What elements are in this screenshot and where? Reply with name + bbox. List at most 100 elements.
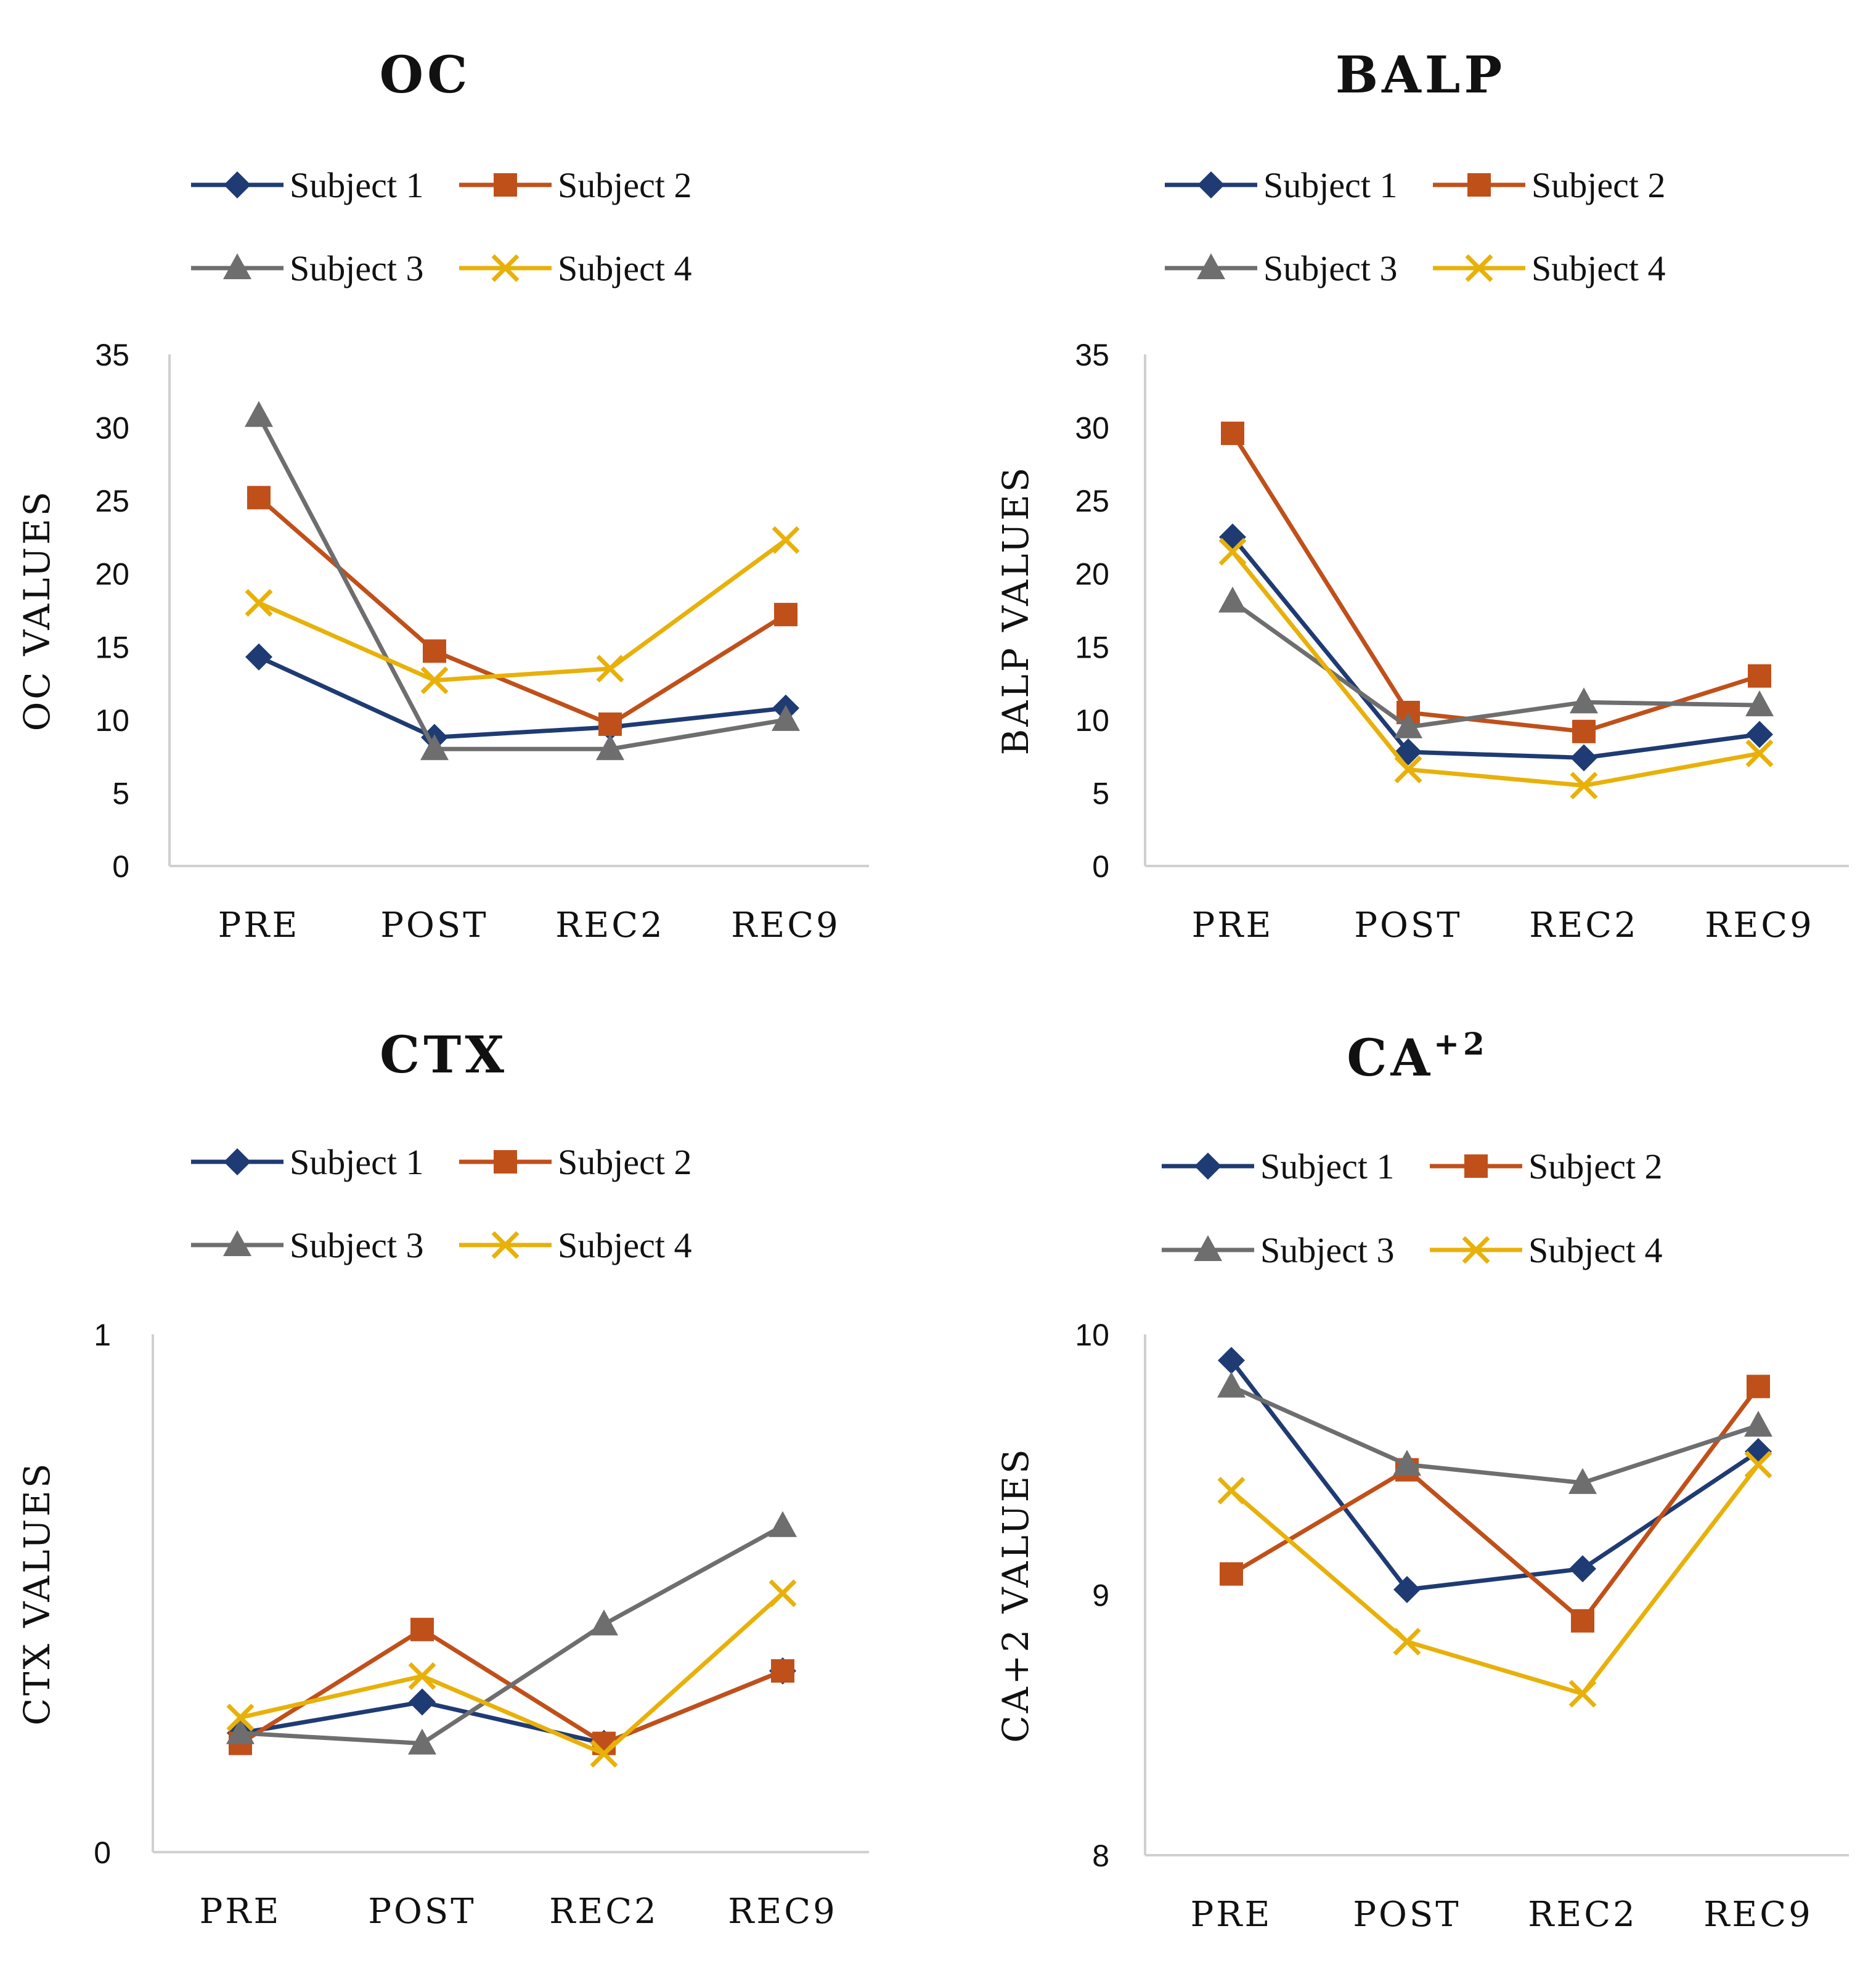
oc-point-subject-4-rec2 — [596, 655, 624, 683]
ctx-legend-label-subject-3: Subject 3 — [290, 1225, 423, 1265]
ctx-y-tick-0: 0 — [94, 1835, 111, 1870]
balp-legend-label-subject-1: Subject 1 — [1263, 165, 1397, 205]
ca-point-subject-2-pre — [1220, 1562, 1243, 1586]
ca-line-subject-1 — [1230, 1359, 1760, 1592]
ctx-point-subject-4-pre — [226, 1704, 255, 1732]
balp-point-subject-3-rec2 — [1570, 687, 1598, 714]
oc-legend-marker-subject-1 — [224, 171, 251, 198]
ctx-point-subject-3-post — [408, 1728, 436, 1755]
balp-legend-marker-subject-2 — [1467, 173, 1491, 197]
ca-title-superscript: +2 — [1434, 1026, 1488, 1062]
ctx-legend-marker-subject-4 — [491, 1231, 520, 1259]
oc-point-subject-4-rec9 — [772, 526, 800, 554]
oc-point-subject-3-pre — [245, 401, 273, 427]
ctx-legend-marker-subject-3 — [223, 1230, 251, 1256]
oc-legend-marker-subject-2 — [494, 173, 517, 197]
oc-point-subject-3-post — [420, 734, 449, 761]
oc-series-subject-4 — [245, 526, 800, 695]
chart-ctx: CTX Subject 1 Subject 2 Subject 3 Subject 4 0… — [16, 1026, 869, 1932]
ctx-point-subject-4-rec2 — [590, 1739, 618, 1768]
oc-legend-label-subject-4: Subject 4 — [558, 248, 691, 288]
balp-point-subject-4-rec2 — [1570, 772, 1598, 800]
oc-series-subject-2 — [247, 486, 797, 736]
ctx-legend: Subject 1 Subject 2 Subject 3 Subject 4 — [191, 1142, 691, 1265]
oc-legend: Subject 1 Subject 2 Subject 3 Subject 4 — [191, 165, 691, 288]
ca-point-subject-1-rec9 — [1745, 1438, 1772, 1466]
ca-point-subject-1-pre — [1218, 1347, 1245, 1374]
balp-title: BALP — [1336, 46, 1506, 105]
ca-line-subject-3 — [1230, 1384, 1760, 1485]
ca-series-subject-2 — [1220, 1374, 1770, 1633]
ctx-point-subject-3-rec2 — [590, 1609, 618, 1636]
ctx-series-subject-4 — [226, 1579, 797, 1768]
oc-line-subject-4 — [258, 538, 788, 683]
oc-y-tick-20: 20 — [95, 557, 129, 592]
ctx-title: CTX — [380, 1026, 508, 1085]
oc-legend-subject-4: Subject 4 — [459, 248, 691, 288]
balp-legend-marker-subject-1 — [1197, 171, 1225, 198]
ctx-legend-label-subject-1: Subject 1 — [290, 1142, 423, 1182]
oc-point-subject-4-pre — [245, 589, 273, 617]
balp-x-tick-rec9: REC9 — [1705, 905, 1814, 945]
balp-legend-subject-1: Subject 1 — [1165, 165, 1397, 205]
ca-legend-label-subject-3: Subject 3 — [1260, 1230, 1394, 1270]
ca-legend-subject-1: Subject 1 — [1162, 1146, 1394, 1186]
ca-point-subject-2-rec2 — [1571, 1609, 1594, 1633]
balp-series-subject-3 — [1218, 586, 1774, 738]
balp-point-subject-2-rec9 — [1748, 664, 1771, 688]
balp-point-subject-2-pre — [1221, 422, 1244, 446]
ctx-legend-subject-4: Subject 4 — [459, 1225, 691, 1265]
oc-point-subject-2-rec2 — [598, 712, 622, 736]
balp-point-subject-1-rec9 — [1746, 721, 1773, 748]
ca-point-subject-1-post — [1393, 1576, 1421, 1604]
oc-point-subject-3-rec9 — [772, 704, 800, 731]
balp-legend-label-subject-3: Subject 3 — [1263, 248, 1397, 288]
balp-point-subject-1-rec2 — [1570, 744, 1597, 772]
ca-legend-subject-3: Subject 3 — [1162, 1230, 1394, 1270]
oc-x-tick-pre: PRE — [218, 905, 300, 945]
ca-legend-subject-2: Subject 2 — [1430, 1146, 1662, 1186]
chart-ca: CA+2 Subject 1 Subject 2 Subject 3 Subject 4… — [995, 1026, 1849, 1935]
oc-y-tick-30: 30 — [95, 411, 129, 446]
oc-line-subject-1 — [258, 655, 786, 740]
ca-legend-subject-4: Subject 4 — [1430, 1230, 1662, 1270]
ctx-x-tick-pre: PRE — [200, 1892, 282, 1932]
oc-point-subject-2-post — [423, 639, 446, 663]
chart-oc: OC Subject 1 Subject 2 Subject 3 Subject 4 0 5… — [16, 46, 869, 945]
oc-title: OC — [380, 46, 471, 105]
ctx-legend-label-subject-4: Subject 4 — [558, 1225, 691, 1265]
balp-y-tick-5: 5 — [1092, 776, 1109, 810]
oc-series-subject-3 — [245, 401, 800, 761]
oc-point-subject-4-post — [420, 666, 449, 695]
balp-y-tick-15: 15 — [1075, 630, 1109, 664]
ctx-point-subject-3-rec9 — [769, 1511, 797, 1537]
oc-y-tick-35: 35 — [95, 338, 129, 372]
oc-x-tick-rec2: REC2 — [555, 905, 665, 945]
oc-legend-subject-1: Subject 1 — [191, 165, 423, 205]
ca-legend-marker-subject-4 — [1462, 1236, 1490, 1264]
ca-x-tick-rec9: REC9 — [1703, 1895, 1813, 1935]
ctx-x-tick-rec9: REC9 — [728, 1892, 838, 1932]
ctx-series-subject-3 — [226, 1511, 797, 1755]
oc-legend-marker-subject-3 — [223, 253, 251, 279]
balp-y-tick-0: 0 — [1092, 849, 1109, 884]
ca-legend-marker-subject-3 — [1194, 1235, 1222, 1261]
balp-series-subject-2 — [1221, 422, 1771, 743]
ca-line-subject-4 — [1230, 1463, 1760, 1696]
ctx-legend-subject-3: Subject 3 — [191, 1225, 423, 1265]
ca-y-axis-label: CA+2 VALUES — [995, 1447, 1037, 1742]
ctx-legend-subject-1: Subject 1 — [191, 1142, 423, 1182]
oc-legend-label-subject-1: Subject 1 — [290, 165, 423, 205]
balp-legend-label-subject-4: Subject 4 — [1531, 248, 1665, 288]
oc-x-tick-post: POST — [380, 905, 488, 945]
ca-legend-marker-subject-2 — [1464, 1154, 1488, 1178]
balp-line-subject-3 — [1231, 599, 1760, 730]
balp-series-subject-4 — [1218, 537, 1774, 800]
ctx-line-subject-3 — [240, 1524, 784, 1746]
balp-legend-subject-2: Subject 2 — [1433, 165, 1665, 205]
ca-point-subject-3-post — [1393, 1450, 1421, 1476]
ca-y-tick-8: 8 — [1092, 1839, 1109, 1873]
balp-y-tick-20: 20 — [1075, 557, 1109, 592]
oc-y-tick-15: 15 — [95, 630, 129, 664]
